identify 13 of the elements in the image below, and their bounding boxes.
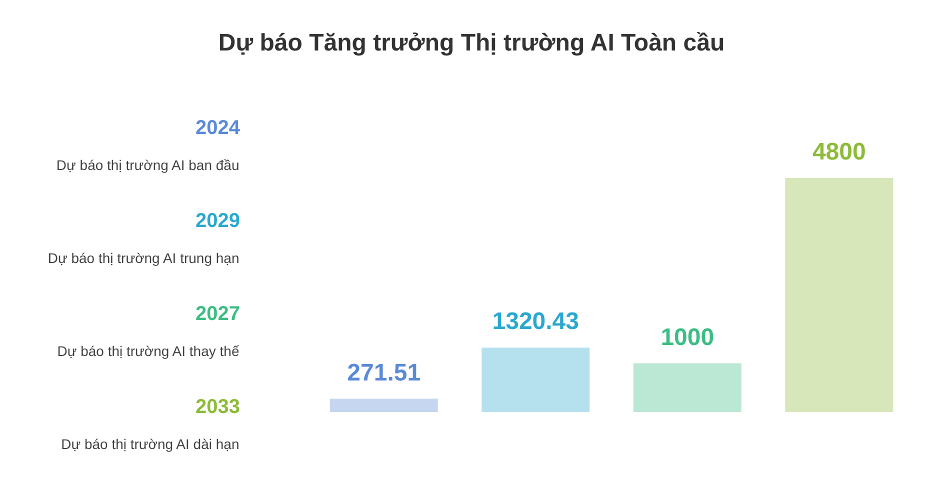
text: 2033 [196,396,240,418]
chart-title: Dự báo Tăng trưởng Thị trường AI Toàn cầu [218,30,725,56]
text: 2027 [196,303,240,325]
text: Dự báo thị trường AI ban đầu [56,157,240,173]
data-label: 1320.43 [492,308,580,336]
text: 2024 [196,117,241,139]
data-label: 4800 [812,138,866,166]
text: Dự báo thị trường AI dài hạn [61,436,240,452]
data-label: 271.51 [347,359,421,386]
data-label: 1000 [660,324,714,351]
text: Dự báo thị trường AI thay thế [57,343,240,359]
text: 2029 [196,210,240,232]
text: Dự báo thị trường AI trung hạn [48,250,240,266]
